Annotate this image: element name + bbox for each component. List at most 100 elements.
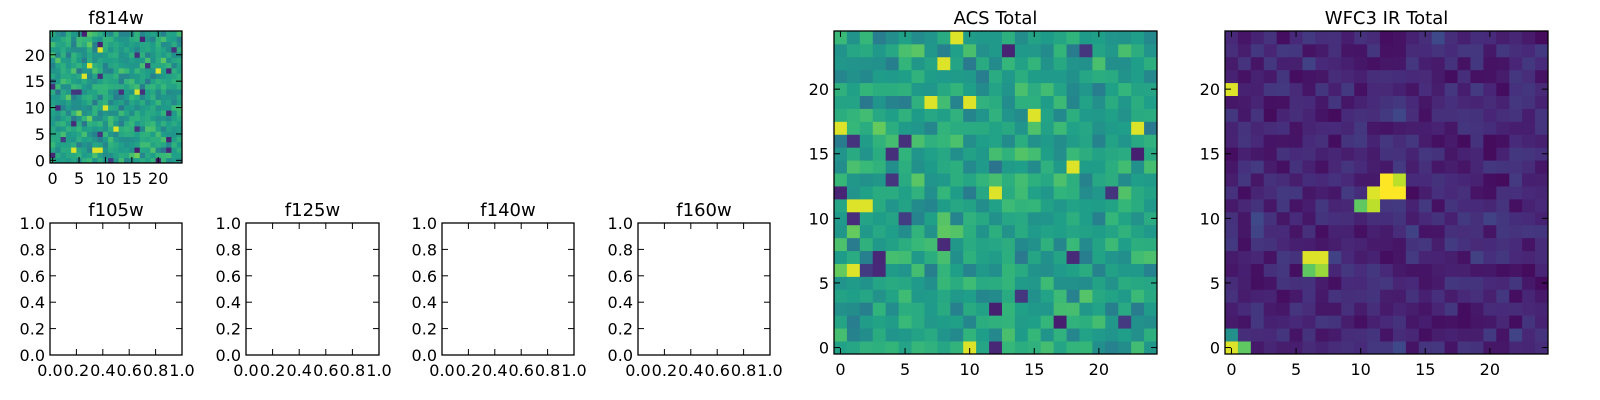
heatmap-cell bbox=[937, 160, 951, 174]
heatmap-cell bbox=[1457, 302, 1471, 316]
heatmap-cell bbox=[71, 83, 77, 90]
heatmap-cell bbox=[1225, 198, 1239, 213]
heatmap-cell bbox=[145, 46, 151, 53]
heatmap-cell bbox=[1131, 198, 1145, 213]
heatmap-cell bbox=[166, 120, 172, 127]
heatmap-cell bbox=[113, 78, 120, 85]
heatmap-cell bbox=[989, 56, 1003, 71]
heatmap-cell bbox=[1118, 121, 1132, 135]
heatmap-cell bbox=[898, 341, 912, 355]
heatmap-cell bbox=[55, 141, 61, 148]
heatmap-cell bbox=[859, 82, 874, 96]
heatmap-cell bbox=[113, 147, 120, 153]
x-tick-label: 1.0 bbox=[561, 361, 586, 380]
heatmap-cell bbox=[145, 36, 151, 42]
heatmap-cell bbox=[963, 95, 977, 109]
heatmap-cell bbox=[846, 250, 861, 264]
heatmap-cell bbox=[834, 198, 848, 213]
heatmap-cell bbox=[81, 115, 88, 122]
heatmap-cell bbox=[92, 141, 98, 148]
heatmap-cell bbox=[1289, 134, 1303, 148]
heatmap-cell bbox=[1092, 95, 1106, 109]
heatmap-cell bbox=[1509, 341, 1523, 355]
heatmap-cell bbox=[60, 141, 67, 148]
heatmap-cell bbox=[1237, 186, 1252, 200]
heatmap-cell bbox=[1302, 250, 1316, 264]
heatmap-cell bbox=[1053, 328, 1067, 342]
heatmap-cell bbox=[1470, 289, 1484, 303]
x-tick-label: 5 bbox=[1291, 360, 1301, 379]
heatmap-cell bbox=[113, 104, 120, 111]
heatmap-cell bbox=[976, 160, 990, 174]
heatmap-cell bbox=[1001, 198, 1016, 213]
heatmap-cell bbox=[1066, 82, 1080, 96]
heatmap-cell bbox=[1457, 43, 1471, 58]
heatmap-cell bbox=[1380, 134, 1394, 148]
heatmap-cell bbox=[1522, 198, 1536, 213]
heatmap-cell bbox=[1315, 315, 1329, 329]
heatmap-cell bbox=[1014, 108, 1029, 122]
heatmap-cell bbox=[1380, 263, 1394, 277]
heatmap-cell bbox=[150, 115, 156, 122]
heatmap-cell bbox=[1053, 211, 1067, 226]
heatmap-cell bbox=[1079, 198, 1093, 213]
heatmap-cell bbox=[86, 46, 93, 53]
heatmap-cell bbox=[1392, 147, 1407, 161]
heatmap-cell bbox=[898, 134, 912, 148]
heatmap-cell bbox=[102, 83, 109, 90]
heatmap-cell bbox=[71, 141, 77, 148]
heatmap-cell bbox=[911, 250, 925, 264]
y-tick-label: 0.8 bbox=[412, 240, 437, 259]
heatmap-cell bbox=[1392, 276, 1407, 290]
heatmap-cell bbox=[846, 69, 861, 84]
heatmap-cell bbox=[171, 104, 178, 111]
heatmap-cell bbox=[97, 104, 104, 111]
heatmap-cell bbox=[1276, 315, 1290, 329]
heatmap-cell bbox=[92, 41, 98, 48]
heatmap-cell bbox=[1392, 250, 1407, 264]
heatmap-cell bbox=[1027, 341, 1042, 355]
heatmap-cell bbox=[113, 94, 120, 101]
heatmap-cell bbox=[1405, 341, 1420, 355]
heatmap-cell bbox=[1405, 31, 1420, 45]
heatmap-cell bbox=[1418, 173, 1433, 187]
heatmap-cell bbox=[1092, 250, 1106, 264]
heatmap-cell bbox=[1405, 263, 1420, 277]
heatmap-cell bbox=[1302, 289, 1316, 303]
heatmap-cell bbox=[166, 83, 172, 90]
heatmap-cell bbox=[118, 94, 125, 101]
heatmap-cell bbox=[86, 57, 93, 64]
heatmap-cell bbox=[1079, 173, 1093, 187]
heatmap-cell bbox=[937, 95, 951, 109]
heatmap-cell bbox=[145, 147, 151, 153]
heatmap-cell bbox=[859, 56, 874, 71]
heatmap-cell bbox=[1225, 224, 1239, 239]
heatmap-cell bbox=[1225, 211, 1239, 226]
heatmap-cell bbox=[1263, 263, 1278, 277]
heatmap-cell bbox=[1470, 328, 1484, 342]
heatmap-cell bbox=[1276, 198, 1290, 213]
heatmap-cell bbox=[963, 134, 977, 148]
heatmap-cell bbox=[76, 89, 83, 95]
heatmap-cell bbox=[1131, 328, 1145, 342]
heatmap-cell bbox=[911, 56, 925, 71]
heatmap-cell bbox=[859, 134, 874, 148]
heatmap-cell bbox=[963, 173, 977, 187]
heatmap-cell bbox=[123, 83, 130, 90]
heatmap-cell bbox=[171, 78, 178, 85]
heatmap-cell bbox=[1367, 43, 1381, 58]
y-tick-label: 15 bbox=[809, 145, 829, 164]
heatmap-cell bbox=[150, 52, 156, 58]
heatmap-cell bbox=[989, 250, 1003, 264]
heatmap-cell bbox=[1380, 250, 1394, 264]
heatmap-cell bbox=[1066, 147, 1080, 161]
heatmap-cell bbox=[118, 99, 125, 106]
heatmap-cell bbox=[81, 120, 88, 127]
heatmap-cell bbox=[911, 315, 925, 329]
heatmap-cell bbox=[123, 110, 130, 116]
heatmap-cell bbox=[937, 224, 951, 239]
heatmap-cell bbox=[1341, 108, 1355, 122]
heatmap-cell bbox=[1470, 315, 1484, 329]
heatmap-cell bbox=[1250, 289, 1265, 303]
heatmap-cell bbox=[1315, 31, 1329, 45]
